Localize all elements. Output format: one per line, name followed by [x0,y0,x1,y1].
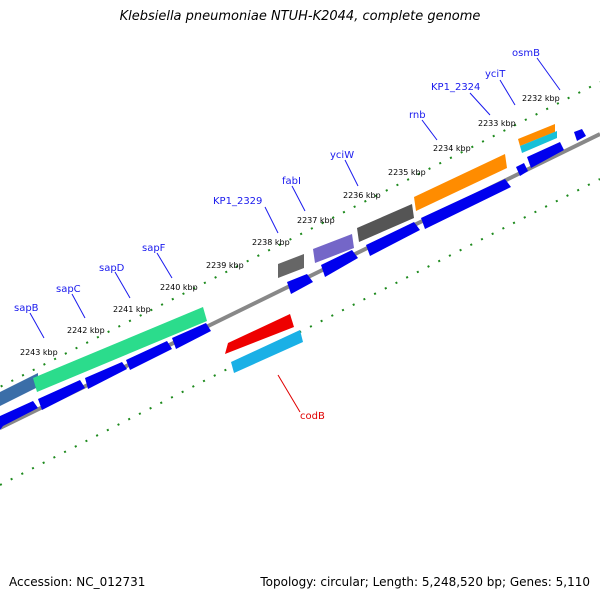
cds-arrow-sapF [172,323,211,349]
gene-label: sapF [142,243,166,254]
gene-label: sapB [14,303,39,314]
tick-label: 2238 kbp [252,238,290,247]
feature-bar-rnb [414,154,507,211]
cds-arrow-yciT [516,163,528,176]
tick-label: 2237 kbp [297,216,335,225]
cds-arrow-osmB [527,142,564,168]
codB-leader [277,374,301,413]
cds-arrow-yciW [366,222,420,256]
gene-label: KP1_2324 [431,82,480,93]
gene-labels: sapB sapC sapD sapF KP1_2329 fabI yciW r… [14,48,540,422]
tick-label: 2242 kbp [67,326,105,335]
gene-label: rnb [409,110,426,121]
gene-label: osmB [512,48,540,59]
gene-label: KP1_2329 [213,196,262,207]
map-title: Klebsiella pneumoniae NTUH-K2044, comple… [119,9,481,24]
cds-arrow-rnb [421,179,511,229]
gene-label: fabI [282,176,301,187]
gene-label: codB [300,411,325,422]
tick-labels: 2243 kbp 2242 kbp 2241 kbp 2240 kbp 2239… [20,94,560,357]
feature-bar-fabI [313,234,354,263]
feature-bar-KP1_2329 [278,254,304,278]
feature-bar-codB-cyan [231,330,303,373]
gene-label: yciW [330,150,354,161]
feature-bar-codB-red [225,314,294,354]
gene-leaders [29,57,561,339]
gene-label: yciT [485,69,506,80]
cds-arrow-fabI [321,250,358,277]
tick-label: 2240 kbp [160,283,198,292]
cds-arrow-KP1_2329 [287,274,313,294]
feature-bar-yciW [357,204,414,242]
tick-label: 2233 kbp [478,119,516,128]
tick-label: 2235 kbp [388,168,426,177]
tick-label: 2241 kbp [113,305,151,314]
feature-track [0,124,557,406]
tick-label: 2239 kbp [206,261,244,270]
cds-arrow-sapD [85,362,127,389]
cds-track [0,129,586,430]
cds-arrow-end [574,129,586,141]
topology-text: Topology: circular; Length: 5,248,520 bp… [260,575,590,589]
cds-arrow-sapD2 [126,341,172,370]
tick-label: 2243 kbp [20,348,58,357]
gene-label: sapD [99,263,125,274]
feature-bar-osmB-cyan [520,131,557,153]
tick-label: 2232 kbp [522,94,560,103]
tick-label: 2234 kbp [433,144,471,153]
feature-bar-sapC-sapF [33,307,207,392]
outer-dotted-ring [0,81,600,389]
feature-bar-sapB [0,373,38,406]
tick-label: 2236 kbp [343,191,381,200]
accession-text: Accession: NC_012731 [9,575,146,589]
feature-bar-osmB [518,124,555,146]
cds-arrow-sapC [38,380,85,410]
reverse-track [225,314,303,373]
gene-label: sapC [56,284,81,295]
cds-arrow-sapB [0,401,38,430]
